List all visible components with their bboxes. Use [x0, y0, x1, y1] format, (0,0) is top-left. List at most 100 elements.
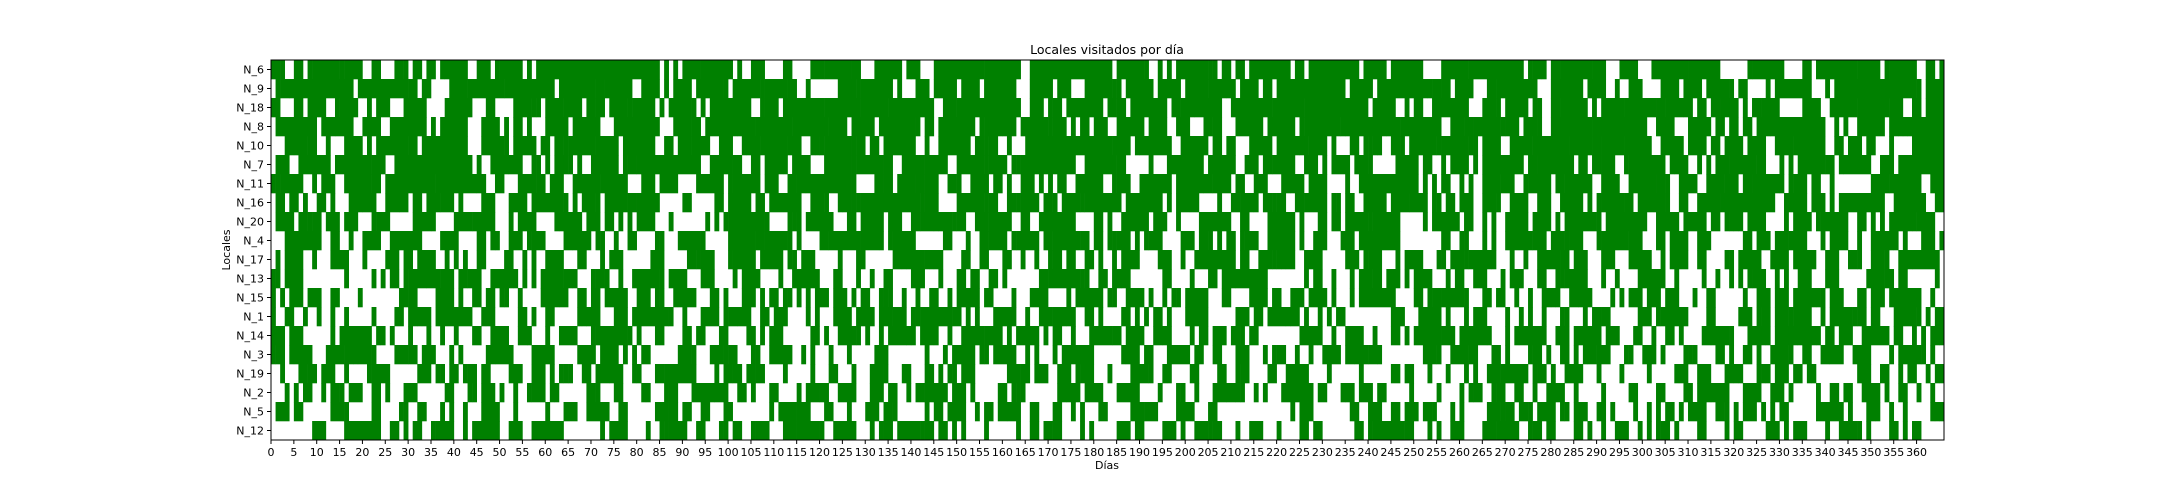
visit-cell	[613, 136, 619, 156]
visit-cell	[760, 79, 765, 99]
visit-cell	[1290, 288, 1305, 308]
visit-cell	[1514, 288, 1520, 308]
visit-cell	[1482, 421, 1488, 441]
visit-cell	[1441, 326, 1451, 346]
visit-cell	[289, 345, 295, 365]
visit-cell	[1336, 193, 1341, 213]
visit-cell	[1194, 421, 1209, 441]
visit-cell	[545, 402, 551, 422]
visit-cell	[1738, 212, 1744, 232]
visit-cell	[1272, 288, 1282, 308]
x-tick-label: 155	[969, 446, 990, 459]
visit-cell	[1331, 193, 1337, 213]
visit-cell	[1925, 307, 1931, 327]
visit-cell	[1893, 212, 1904, 232]
visit-cell	[796, 174, 807, 194]
visit-cell	[782, 421, 797, 441]
visit-cell	[476, 231, 487, 251]
visit-cell	[1614, 79, 1620, 99]
visit-cell	[782, 231, 788, 251]
visit-cell	[271, 326, 286, 346]
visit-cell	[1313, 79, 1346, 99]
visit-cell	[481, 383, 487, 403]
visit-cell	[714, 383, 729, 403]
visit-cell	[1272, 155, 1296, 175]
visit-cell	[430, 250, 436, 270]
visit-cell	[545, 345, 551, 365]
x-tick-label: 25	[378, 446, 392, 459]
visit-cell	[1747, 269, 1753, 289]
visit-cell	[1267, 212, 1287, 232]
visit-cell	[664, 364, 674, 384]
visit-cell	[1843, 383, 1853, 403]
visit-cell	[499, 60, 523, 80]
visit-cell	[1354, 345, 1369, 365]
visit-cell	[271, 345, 276, 365]
visit-cell	[705, 212, 711, 232]
visit-cell	[997, 383, 1003, 403]
visit-cell	[741, 98, 752, 118]
visit-cell	[1797, 193, 1803, 213]
visit-cell	[1276, 421, 1282, 441]
visit-cell	[275, 250, 281, 270]
visit-cell	[1756, 231, 1771, 251]
visit-cell	[590, 326, 596, 346]
visit-cell	[1496, 79, 1520, 99]
visit-cell	[271, 98, 281, 118]
visit-cell	[1139, 212, 1149, 232]
visit-cell	[1550, 79, 1579, 99]
visit-cell	[1528, 288, 1533, 308]
visit-cell	[1011, 155, 1017, 175]
visit-cell	[1162, 364, 1168, 384]
visit-cell	[403, 60, 409, 80]
x-tick-label: 360	[1906, 446, 1927, 459]
visit-cell	[1317, 212, 1328, 232]
visit-cell	[677, 345, 688, 365]
visit-cell	[494, 136, 505, 156]
visit-cell	[618, 250, 624, 270]
visit-cell	[1313, 421, 1323, 441]
x-tick-label: 245	[1380, 446, 1401, 459]
visit-cell	[709, 155, 715, 175]
visit-cell	[376, 326, 381, 346]
visit-cell	[1756, 288, 1771, 308]
visit-cell	[1080, 117, 1090, 137]
visit-cell	[1761, 402, 1767, 422]
y-tick-label: N_19	[236, 368, 264, 381]
visit-cell	[398, 288, 409, 308]
visit-cell	[1121, 345, 1127, 365]
visit-cell	[1386, 421, 1392, 441]
visit-cell	[1825, 79, 1831, 99]
visit-cell	[892, 402, 898, 422]
visit-cell	[1121, 307, 1127, 327]
visit-cell	[1482, 98, 1497, 118]
visit-cell	[782, 155, 788, 175]
visit-cell	[1281, 136, 1291, 156]
visit-cell	[1313, 250, 1323, 270]
visit-cell	[339, 326, 368, 346]
visit-cell	[371, 307, 377, 327]
visit-cell	[389, 421, 400, 441]
visit-cell	[371, 212, 377, 232]
x-tick-label: 120	[809, 446, 830, 459]
x-tick-label: 185	[1106, 446, 1127, 459]
visit-cell	[1052, 402, 1063, 422]
visit-cell	[1912, 136, 1927, 156]
visit-cell	[572, 79, 592, 99]
visit-cell	[1354, 155, 1360, 175]
visit-cell	[271, 60, 281, 80]
visit-cell	[1656, 117, 1675, 137]
visit-cell	[750, 136, 761, 156]
visit-cell	[1688, 60, 1721, 80]
visit-cell	[947, 364, 953, 384]
visit-cell	[1272, 345, 1277, 365]
visit-cell	[1555, 174, 1565, 194]
visit-cell	[1486, 79, 1497, 99]
visit-cell	[1582, 136, 1593, 156]
visit-cell	[1528, 174, 1543, 194]
visit-cell	[366, 136, 372, 156]
visit-cell	[1285, 364, 1291, 384]
visit-cell	[1550, 60, 1556, 80]
visit-cell	[618, 326, 628, 346]
visit-cell	[1546, 136, 1552, 156]
